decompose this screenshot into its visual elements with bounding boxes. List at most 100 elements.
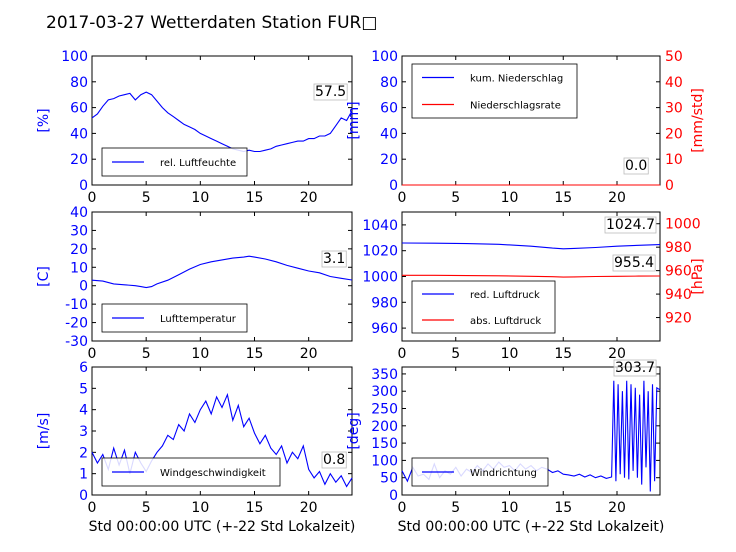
series-line-2	[402, 274, 661, 278]
chart-panel-4: 0 5 10 15 20 960 980 1000 1020 1040 920 940 960 980 10…	[362, 211, 706, 362]
x-tick-label: 20	[300, 500, 318, 516]
chart-panel-1: 0 5 10 15 20 0 20 40 60 80 100 [%] rel. Luftfeuchte 5…	[36, 49, 353, 206]
legend-entry: abs. Luftdruck	[470, 316, 541, 327]
y-tick-label: 1000	[362, 270, 398, 286]
value-annotation-box	[604, 216, 657, 234]
x-tick-label: 10	[501, 346, 519, 362]
legend-entry: Niederschlagsrate	[470, 101, 561, 112]
y-tick-label: 30	[70, 223, 88, 239]
legend: rel. Luftfeuchte	[101, 147, 248, 177]
value-annotation: 0.0	[625, 158, 647, 174]
y-tick-label: 3	[79, 424, 88, 440]
value-annotation: 955.4	[614, 255, 654, 271]
value-annotation: 3.1	[323, 251, 345, 267]
y-tick-label: 1020	[362, 244, 398, 260]
x-tick-label: 15	[246, 500, 264, 516]
x-tick-label: 20	[300, 346, 318, 362]
x-tick-label: 10	[191, 190, 209, 206]
y-tick-label: 4	[79, 403, 88, 419]
y-tick-label: -30	[65, 334, 88, 350]
value-annotation-box	[613, 359, 657, 377]
y-tick-label: 980	[371, 295, 398, 311]
legend-entry: Windgeschwindigkeit	[160, 468, 266, 479]
y-tick-label: 1040	[362, 218, 398, 234]
y-tick-label: 5	[79, 381, 88, 397]
y-tick-label: 60	[70, 101, 88, 117]
series-line-1	[91, 255, 353, 289]
y-right-tick-label: 30	[665, 101, 683, 117]
y-axis-label: [%]	[36, 108, 52, 132]
y-tick-label: 0	[79, 178, 88, 194]
x-tick-label: 15	[246, 346, 264, 362]
x-tick-label: 5	[142, 190, 151, 206]
legend-box	[101, 147, 248, 177]
y-right-tick-label: 40	[665, 75, 683, 91]
y-right-tick-label: 20	[665, 126, 683, 142]
legend: red. Luftdruck abs. Luftdruck	[411, 280, 556, 334]
y-tick-label: 200	[371, 419, 398, 435]
y-tick-label: 300	[371, 384, 398, 400]
y-tick-label: 960	[371, 321, 398, 337]
value-annotation: 303.7	[615, 360, 655, 376]
legend-entry: rel. Luftfeuchte	[160, 158, 236, 169]
series-line-1	[401, 242, 661, 250]
x-tick-label: 20	[300, 190, 318, 206]
value-annotation-box	[623, 157, 649, 175]
y-tick-label: 40	[70, 205, 88, 221]
y-tick-label: 40	[70, 126, 88, 142]
y-tick-label: -20	[65, 316, 88, 332]
y-tick-label: 80	[70, 75, 88, 91]
y-right-tick-label: 50	[665, 49, 683, 65]
legend: Windgeschwindigkeit	[101, 457, 281, 487]
y-tick-label: 100	[371, 453, 398, 469]
value-annotation: 0.8	[323, 452, 345, 468]
legend: kum. Niederschlag Niederschlagsrate	[411, 63, 578, 119]
y-tick-label: 40	[380, 126, 398, 142]
chart-panel-5: 0 5 10 15 20 0 1 2 3 4 5 6 [m/s] Std 00:00:00 UTC (+-…	[36, 360, 355, 535]
y-tick-label: 20	[380, 152, 398, 168]
y-tick-label: 250	[371, 402, 398, 418]
y-tick-label: 0	[389, 178, 398, 194]
y-axis-label: [C]	[36, 266, 52, 287]
y-axis-label: [mm]	[346, 101, 362, 139]
y-right-tick-label: 920	[665, 311, 692, 327]
y-tick-label: 2	[79, 445, 88, 461]
legend-entry: Lufttemperatur	[160, 314, 237, 325]
x-tick-label: 10	[501, 500, 519, 516]
x-tick-label: 5	[451, 190, 460, 206]
x-tick-label: 0	[88, 346, 97, 362]
legend-box	[411, 280, 556, 334]
x-tick-label: 5	[142, 500, 151, 516]
x-tick-label: 0	[88, 500, 97, 516]
y-tick-label: 0	[79, 488, 88, 504]
x-tick-label: 15	[554, 190, 572, 206]
y-tick-label: -10	[65, 297, 88, 313]
series-line-1	[91, 392, 353, 488]
y-right-tick-label: 940	[665, 287, 692, 303]
y-tick-label: 10	[70, 260, 88, 276]
y-tick-label: 20	[70, 242, 88, 258]
x-tick-label: 5	[451, 346, 460, 362]
x-axis-label: Std 00:00:00 UTC (+-22 Std Lokalzeit)	[89, 519, 356, 535]
value-annotation: 57.5	[315, 84, 346, 100]
y-tick-label: 100	[371, 49, 398, 65]
y-right-axis-label: [mm/std]	[690, 88, 706, 153]
x-tick-label: 15	[554, 500, 572, 516]
y-tick-label: 60	[380, 101, 398, 117]
x-tick-label: 20	[608, 346, 626, 362]
y-right-tick-label: 980	[665, 240, 692, 256]
x-tick-label: 20	[608, 190, 626, 206]
y-right-tick-label: 1000	[665, 217, 701, 233]
y-tick-label: 150	[371, 436, 398, 452]
y-tick-label: 80	[380, 75, 398, 91]
x-tick-label: 10	[191, 500, 209, 516]
value-annotation-box	[321, 451, 347, 469]
x-tick-label: 10	[191, 346, 209, 362]
y-right-tick-label: 960	[665, 264, 692, 280]
legend-box	[411, 457, 549, 487]
x-tick-label: 15	[246, 190, 264, 206]
y-tick-label: 50	[380, 471, 398, 487]
